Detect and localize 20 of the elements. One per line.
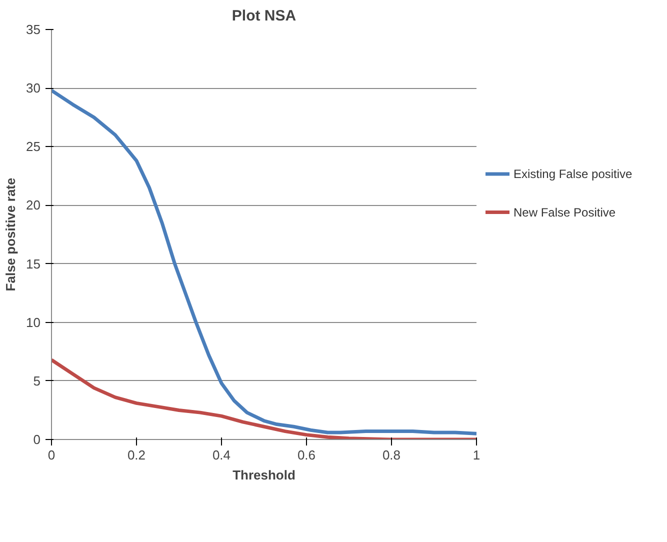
y-axis-title: False positive rate xyxy=(3,178,18,292)
x-tick-label: 0.6 xyxy=(297,448,316,462)
x-tick-label: 0.2 xyxy=(127,448,146,462)
x-tick-label: 0.8 xyxy=(382,448,401,462)
y-tick-label: 0 xyxy=(33,432,41,447)
x-tick-label: 0.4 xyxy=(212,448,231,462)
legend-label: New False Positive xyxy=(514,205,616,220)
y-tick-label: 10 xyxy=(26,314,41,330)
legend-label: Existing False positive xyxy=(514,167,633,181)
x-tick-label: 0 xyxy=(48,448,56,462)
y-tick-label: 5 xyxy=(33,373,41,388)
line-series xyxy=(52,88,476,436)
x-axis-title: Threshold xyxy=(232,468,296,482)
y-tick-label: 35 xyxy=(26,22,41,37)
y-tick-label: 30 xyxy=(26,80,41,96)
x-tick-label: 1 xyxy=(472,448,480,462)
chart-title: Plot NSA xyxy=(232,8,296,24)
y-tick-label: 20 xyxy=(26,198,41,213)
y-tick-label: 15 xyxy=(26,256,41,272)
y-tick-label: 25 xyxy=(26,139,41,154)
